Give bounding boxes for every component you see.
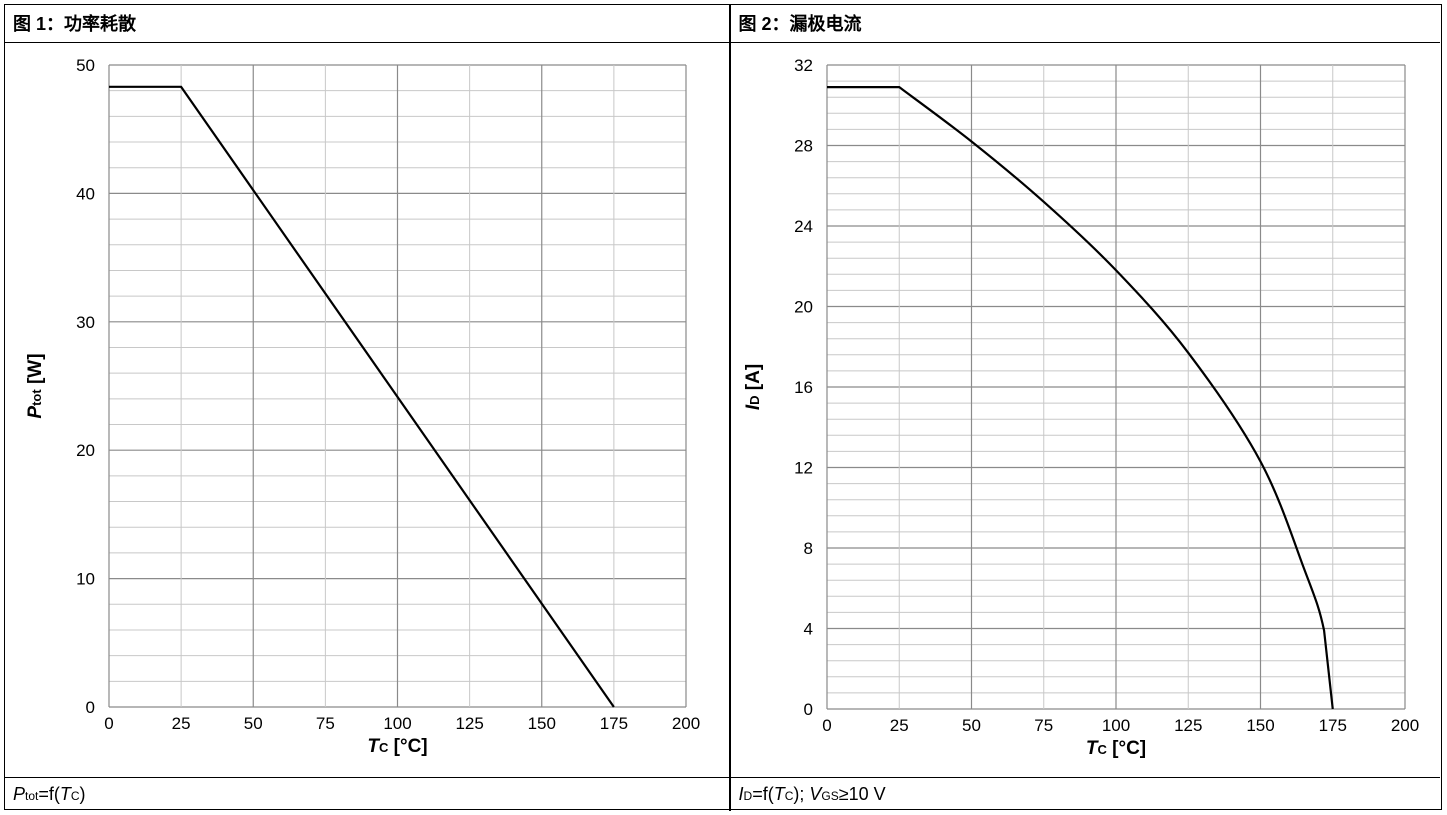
x-tick-label: 50 (962, 716, 981, 735)
x-tick-label: 200 (672, 714, 700, 733)
y-tick-label: 32 (794, 56, 813, 75)
y-axis-label: Ptot [W] (25, 353, 46, 418)
x-axis-label-symbol: T (367, 736, 380, 757)
y-tick-label: 16 (794, 378, 813, 397)
y-tick-label: 8 (804, 539, 813, 558)
footer-right-func: =f( (752, 784, 774, 804)
footer-right-symbol: I (738, 784, 744, 804)
x-axis-label-sub: C (379, 740, 389, 755)
y-axis-label-symbol: P (25, 406, 46, 419)
x-tick-label: 0 (822, 716, 831, 735)
x-tick-label: 200 (1391, 716, 1419, 735)
right-chart-footer: ID=f(TC); VGS≥10 V (730, 777, 1440, 811)
y-axis-label: ID [A] (743, 364, 764, 410)
footer-right-var: T (773, 784, 785, 804)
y-axis-label-sub: tot (29, 389, 44, 406)
y-tick-label: 40 (76, 184, 95, 203)
y-tick-label: 10 (76, 570, 95, 589)
figure-frame: 图 1：功率耗散 图 2：漏极电流 Ptot=f(TC) ID=f(TC); V… (4, 4, 1442, 811)
x-tick-label: 125 (1174, 716, 1202, 735)
footer-right-condition: ≥10 V (838, 784, 886, 804)
x-axis-label: TC [°C] (367, 736, 427, 757)
y-axis-label-unit: [W] (25, 353, 46, 389)
left-chart-footer: Ptot=f(TC) (5, 777, 729, 811)
x-tick-label: 50 (244, 714, 263, 733)
x-tick-label: 175 (1319, 716, 1347, 735)
y-tick-label: 20 (794, 298, 813, 317)
panel-divider (729, 5, 731, 811)
x-tick-label: 150 (528, 714, 556, 733)
footer-right-symbol-sub: D (743, 789, 753, 803)
y-axis-label-unit: [A] (743, 364, 764, 396)
x-tick-label: 25 (172, 714, 191, 733)
x-axis-label-sub: C (1097, 742, 1107, 757)
y-tick-label: 30 (76, 313, 95, 332)
x-tick-label: 75 (316, 714, 335, 733)
data-series-line (109, 85, 615, 708)
footer-left-var: T (59, 784, 71, 804)
y-tick-label: 12 (794, 459, 813, 478)
x-tick-label: 25 (890, 716, 909, 735)
x-tick-label: 75 (1034, 716, 1053, 735)
y-tick-label: 20 (76, 441, 95, 460)
footer-left-symbol: P (13, 784, 26, 804)
y-tick-label: 24 (794, 217, 813, 236)
footer-right-close: ); (793, 784, 810, 804)
x-axis-label-unit: [°C] (388, 736, 427, 757)
left-chart-title: 图 1：功率耗散 (13, 14, 137, 34)
y-tick-label: 0 (804, 700, 813, 719)
y-tick-label: 0 (86, 698, 95, 717)
right-chart-title: 图 2：漏极电流 (738, 14, 862, 34)
current-chart: 0 4 8 12 16 20 24 28 32 0 25 50 75 100 125 150 175 200 TC … (743, 56, 1419, 759)
footer-left-symbol-sub: tot (25, 789, 39, 803)
right-chart-header: 图 2：漏极电流 (730, 5, 1440, 43)
y-axis-label-sub: D (747, 395, 762, 404)
y-tick-label: 28 (794, 137, 813, 156)
x-tick-label: 175 (600, 714, 628, 733)
y-tick-label: 50 (76, 56, 95, 75)
x-tick-label: 0 (104, 714, 113, 733)
x-tick-label: 125 (455, 714, 483, 733)
y-axis-label-symbol: I (743, 404, 764, 410)
y-tick-label: 4 (804, 620, 813, 639)
left-chart-header: 图 1：功率耗散 (5, 5, 729, 43)
x-tick-label: 150 (1246, 716, 1274, 735)
x-axis-label-symbol: T (1086, 738, 1099, 759)
data-series-line (827, 86, 1334, 710)
footer-left-var-sub: C (70, 789, 80, 803)
x-tick-label: 100 (1102, 716, 1130, 735)
footer-left-close: ) (79, 784, 86, 804)
footer-right-vgs-sub: GS (821, 789, 839, 803)
power-chart: 0 10 20 30 40 50 0 25 50 75 100 125 150 175 200 TC [°C]… (25, 56, 700, 757)
x-tick-label: 100 (383, 714, 411, 733)
x-axis-label: TC [°C] (1086, 738, 1146, 759)
footer-left-func: =f( (38, 784, 60, 804)
footer-right-vgs: V (809, 784, 822, 804)
footer-right-var-sub: C (784, 789, 794, 803)
x-axis-label-unit: [°C] (1107, 738, 1146, 759)
